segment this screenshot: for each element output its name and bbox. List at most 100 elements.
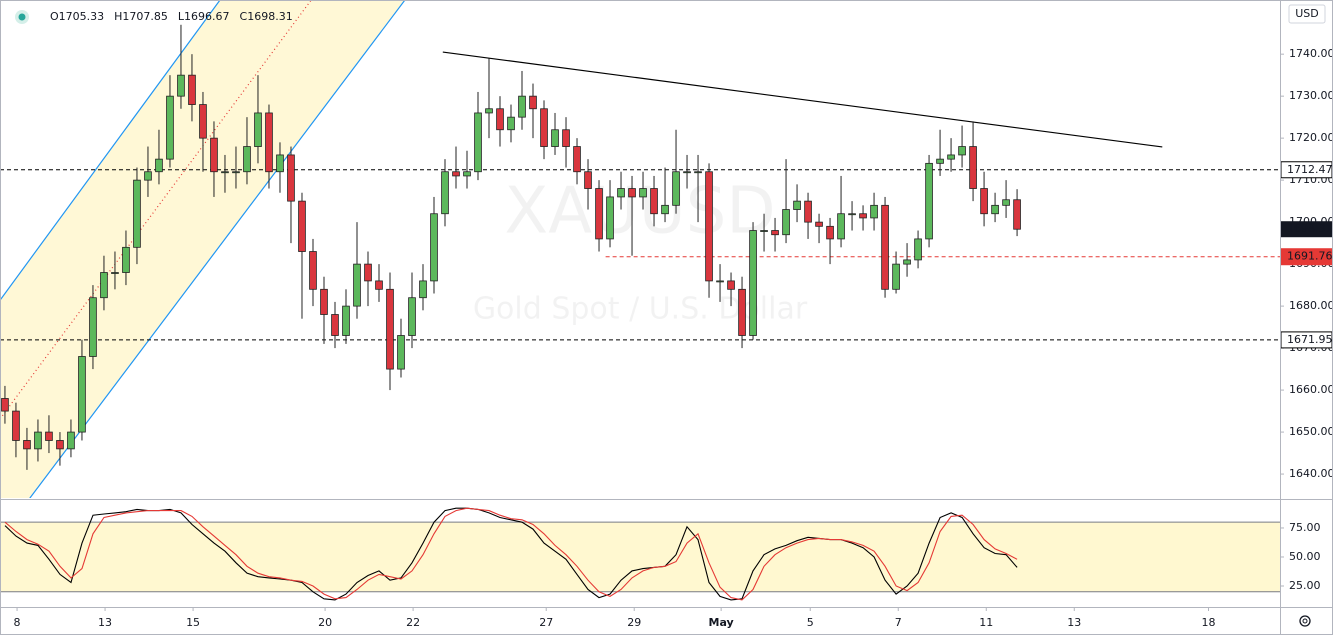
candle-body [540, 108, 548, 147]
candle-body [386, 288, 394, 370]
candle-body [870, 204, 878, 219]
candle-body [452, 171, 460, 177]
candle-body [584, 171, 592, 189]
candle-body [837, 213, 845, 240]
x-tick-label: 7 [895, 616, 902, 629]
channel-upper [0, 0, 221, 301]
candle-body [903, 259, 911, 265]
candle-body [144, 171, 152, 181]
candle-body [221, 171, 229, 174]
candle-body [650, 188, 658, 215]
candle-body [738, 288, 746, 336]
candle-body [628, 188, 636, 198]
candle-body [364, 263, 372, 282]
candle-body [122, 246, 130, 273]
candle-body [595, 188, 603, 240]
ohlc-value: H1707.85 [114, 10, 168, 23]
candle-body [111, 272, 119, 274]
candle-body [507, 116, 515, 131]
candle-body [78, 356, 86, 433]
candle-body [89, 297, 97, 357]
trendline [442, 51, 1163, 148]
candle-body [804, 200, 812, 223]
candle-body [100, 272, 108, 299]
ohlc-value: C1698.31 [240, 10, 293, 23]
candle-body [672, 171, 680, 206]
candle-body [23, 440, 31, 450]
candle-body [155, 158, 163, 173]
candle-body [320, 288, 328, 315]
x-tick-label: 20 [318, 616, 332, 629]
candle-body [298, 200, 306, 252]
candle-body [793, 200, 801, 210]
candle-body [859, 213, 867, 219]
candle-body [309, 251, 317, 290]
candle-body [353, 263, 361, 307]
stochastic-line [4, 507, 1018, 601]
price-level-tag-label: 1691.76 [1287, 250, 1333, 263]
axes: 1640.001650.001660.001670.001680.001690.… [14, 4, 1333, 629]
settings-icon[interactable] [1299, 615, 1311, 627]
candle-body [562, 129, 570, 147]
candle-body [617, 188, 625, 198]
channel-lower [29, 0, 406, 498]
candle-body [375, 280, 383, 290]
x-tick-label: 8 [14, 616, 21, 629]
candle-body [408, 297, 416, 336]
candle-body [397, 335, 405, 370]
x-tick-label: 13 [98, 616, 112, 629]
x-tick-label: 18 [1201, 616, 1215, 629]
candle-body [551, 129, 559, 147]
watermark-symbol: XAUUSD [504, 175, 775, 249]
currency-box [1288, 4, 1326, 24]
candle-body [925, 162, 933, 240]
watermark-description: Gold Spot / U.S. Dollar [473, 292, 808, 327]
candle-body [34, 431, 42, 450]
candle-body [243, 146, 251, 173]
stochastic-pane [0, 507, 1280, 601]
channel-fill [0, 0, 405, 498]
y2-tick-label: 25.00 [1289, 579, 1321, 592]
candle-body [254, 112, 262, 147]
candle-body [342, 305, 350, 336]
candle-body [529, 95, 537, 110]
candle-body [133, 179, 141, 248]
price-pane: XAUUSD Gold Spot / U.S. Dollar [0, 0, 1280, 498]
candle-body [969, 146, 977, 189]
x-tick-label: 13 [1067, 616, 1081, 629]
candle-body [683, 171, 691, 174]
candle-body [441, 171, 449, 215]
x-tick-label: 27 [539, 616, 553, 629]
price-level-tag-label: 1712.47 [1287, 163, 1333, 176]
candle-body [12, 410, 20, 441]
status-dot [18, 13, 26, 21]
candle-body [232, 171, 240, 174]
candle-body [199, 104, 207, 139]
candle-body [936, 158, 944, 164]
y2-tick-label: 50.00 [1289, 550, 1321, 563]
candle-body [815, 221, 823, 227]
band-fill [0, 522, 1280, 592]
candle-body [287, 154, 295, 202]
candle-body [991, 204, 999, 215]
y-tick-label: 1740.00 [1289, 47, 1333, 60]
candle-body [881, 204, 889, 290]
candle-body [749, 230, 757, 336]
currency-label: USD [1295, 7, 1319, 20]
last-price-tag-label: 1698.31 [1287, 222, 1333, 235]
y-tick-label: 1650.00 [1289, 425, 1333, 438]
ohlc-value: L1696.67 [178, 10, 230, 23]
x-tick-label: 11 [979, 616, 993, 629]
x-tick-label: 29 [627, 616, 641, 629]
candle-body [419, 280, 427, 299]
candle-body [1013, 199, 1021, 230]
candle-body [485, 108, 493, 114]
x-tick-label: 22 [406, 616, 420, 629]
candle-body [914, 238, 922, 261]
candle-body [848, 213, 856, 216]
candle-body [518, 95, 526, 118]
candle-body [166, 95, 174, 160]
candle-body [661, 204, 669, 215]
candle-body [45, 431, 53, 441]
